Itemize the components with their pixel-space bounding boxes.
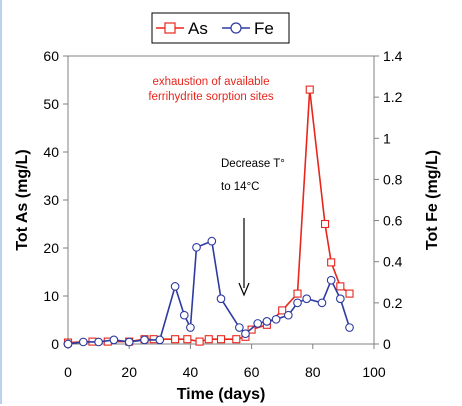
y-tick-label: 30	[43, 192, 59, 208]
data-point-fe	[235, 323, 244, 332]
data-point-fe	[241, 329, 250, 339]
data-point-as	[232, 335, 241, 344]
data-point-fe	[186, 323, 195, 332]
data-point-fe	[283, 310, 293, 320]
legend-marker-fe	[230, 22, 242, 34]
y-tick-label: 20	[43, 240, 59, 256]
y2-tick-label: 1.2	[383, 89, 403, 105]
temperature-arrow-head	[238, 282, 250, 297]
data-point-as	[327, 258, 336, 267]
data-point-fe	[78, 337, 88, 347]
data-point-fe	[293, 298, 302, 308]
legend-label-fe: Fe	[254, 19, 274, 38]
data-point-fe	[140, 335, 149, 345]
x-tick-label: 0	[64, 364, 72, 380]
x-tick-label: 40	[183, 364, 199, 380]
data-point-as	[204, 335, 213, 344]
data-point-fe	[271, 314, 281, 324]
y-tick-label: 60	[43, 48, 59, 64]
data-point-as	[345, 289, 354, 298]
x-axis-title: Time (days)	[177, 386, 266, 403]
data-point-fe	[170, 282, 180, 291]
data-point-as	[305, 85, 314, 94]
data-point-as	[183, 335, 192, 344]
data-point-fe	[302, 294, 312, 304]
data-point-as	[336, 282, 345, 291]
data-point-fe	[192, 242, 201, 252]
data-point-fe	[253, 319, 263, 328]
data-point-fe	[63, 339, 73, 349]
x-tick-label: 80	[305, 364, 321, 380]
data-point-fe	[262, 317, 272, 326]
data-point-fe	[326, 275, 336, 285]
data-point-as	[216, 335, 226, 344]
data-point-fe	[216, 294, 226, 304]
y2-tick-label: 1	[383, 130, 391, 146]
y2-tick-label: 0.4	[383, 254, 403, 270]
y-tick-label: 0	[51, 336, 59, 352]
x-tick-label: 60	[244, 364, 260, 380]
series-line-as	[67, 89, 350, 344]
exhaustion-annotation-line-1: exhaustion of available	[153, 76, 270, 88]
data-point-fe	[94, 337, 103, 347]
x-tick-label: 100	[362, 364, 386, 380]
data-point-fe	[109, 335, 119, 345]
data-point-as	[278, 306, 287, 315]
exhaustion-annotation-line-2: ferrihydrite sorption sites	[148, 91, 274, 103]
y2-tick-label: 0	[383, 336, 391, 352]
y-tick-label: 40	[43, 144, 59, 160]
legend-marker-as	[164, 22, 176, 34]
data-point-as	[195, 337, 204, 346]
y2-tick-label: 0.6	[383, 213, 403, 229]
y2-tick-label: 1.4	[383, 48, 403, 64]
data-point-fe	[179, 310, 189, 320]
y-tick-label: 50	[43, 96, 59, 112]
data-point-as	[293, 289, 302, 298]
temperature-annotation-line-2: to 14°C	[221, 181, 259, 193]
y2-axis-title: Tot Fe (mg/L)	[424, 150, 441, 250]
data-point-as	[247, 325, 256, 334]
y2-tick-label: 0.2	[383, 295, 403, 311]
series-line-fe	[67, 239, 351, 345]
y-tick-label: 10	[43, 288, 59, 304]
data-point-fe	[345, 323, 354, 332]
data-point-fe	[124, 337, 134, 347]
y-axis-title: Tot As (mg/L)	[14, 149, 31, 250]
data-point-as	[171, 335, 180, 344]
temperature-annotation-line-1: Decrease T°	[221, 158, 285, 170]
data-point-as	[320, 219, 330, 229]
data-point-fe	[207, 236, 217, 246]
data-point-fe	[155, 335, 165, 345]
legend-label-as: As	[188, 19, 208, 38]
y2-tick-label: 0.8	[383, 171, 403, 187]
x-tick-label: 20	[121, 364, 137, 380]
data-point-fe	[335, 294, 345, 304]
data-point-fe	[317, 298, 327, 308]
